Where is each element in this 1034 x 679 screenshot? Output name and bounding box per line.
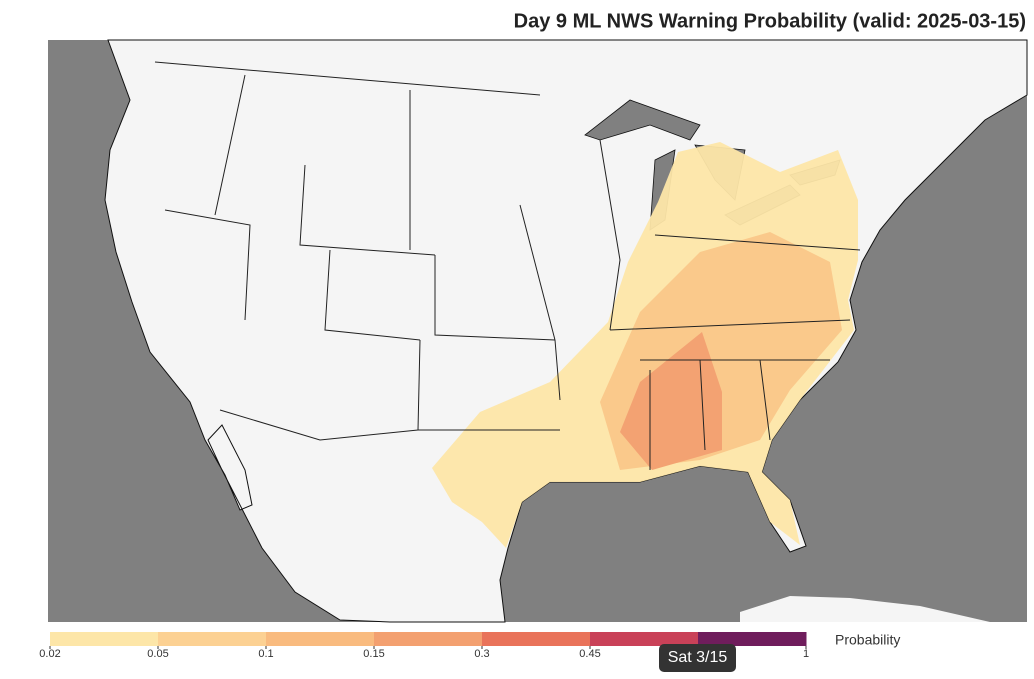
tooltip-text: Sat 3/15	[668, 649, 728, 666]
colorbar-segment	[266, 632, 375, 646]
colorbar-tick-label: 0.05	[147, 648, 168, 660]
colorbar-tick-label: 0.3	[474, 648, 489, 660]
map-title: Day 9 ML NWS Warning Probability (valid:…	[514, 10, 1026, 32]
tooltip: Sat 3/15	[659, 644, 736, 672]
colorbar-segment	[158, 632, 267, 646]
colorbar-segment	[50, 632, 159, 646]
colorbar-segment	[374, 632, 483, 646]
cuba	[740, 596, 990, 622]
colorbar-tick-label: 0.45	[579, 648, 600, 660]
colorbar-tick-label: 0.02	[39, 648, 60, 660]
colorbar-segment	[482, 632, 591, 646]
prob-high	[620, 332, 722, 470]
state-borders	[154, 61, 861, 470]
colorbar: 0.02 0.05 0.1 0.15 0.3 0.45 1	[39, 632, 809, 660]
colorbar-segment	[590, 632, 699, 646]
colorbar-tick-label: 1	[803, 648, 809, 660]
tooltip-box	[659, 644, 736, 672]
colorbar-tick-label: 0.1	[258, 648, 273, 660]
colorbar-tick-label: 0.15	[363, 648, 384, 660]
colorbar-segment	[698, 632, 807, 646]
colorbar-title: Probability	[835, 632, 900, 648]
map	[48, 39, 1028, 623]
